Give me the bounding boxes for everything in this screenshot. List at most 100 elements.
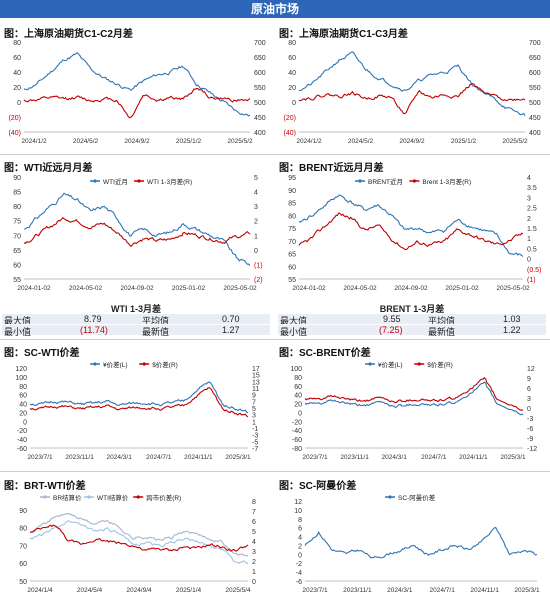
y-tick-label-left: 80 <box>13 204 21 211</box>
series-line-2 <box>298 212 524 251</box>
x-tick-label: 2023/11/1 <box>65 454 94 461</box>
x-tick-label: 2025/1/2 <box>176 138 202 145</box>
y-tick-label-left: 70 <box>19 543 27 550</box>
y-tick-label-right: 5 <box>252 529 256 536</box>
y-tick-label-left: 55 <box>288 277 296 284</box>
y-tick-label-left: 90 <box>13 175 21 182</box>
y-tick-label-right: (0.5) <box>527 267 541 274</box>
y-tick-label-left: 65 <box>288 252 296 259</box>
series-line-1 <box>29 513 249 557</box>
stat-value: 1.22 <box>503 325 521 335</box>
x-tick-label: 2023/11/1 <box>343 587 372 594</box>
x-tick-label: 2024/9/2 <box>124 138 150 145</box>
x-tick-label: 2024/1/2 <box>296 138 322 145</box>
legend-label: WTI结算价 <box>97 493 129 502</box>
y-tick-label-left: -40 <box>17 437 27 444</box>
y-tick-label-right: 4 <box>252 539 256 546</box>
x-tick-label: 2024/9/4 <box>126 587 152 594</box>
y-tick-label-left: 80 <box>288 213 296 220</box>
series-line-3 <box>29 524 249 552</box>
legend-marker <box>87 495 91 499</box>
x-tick-label: 2023/7/1 <box>27 454 53 461</box>
y-tick-label-left: 100 <box>15 375 27 382</box>
y-tick-label-right: 3 <box>252 549 256 556</box>
chart-c6: 100806040200-20-40-60-80129630-3-6-9-122… <box>290 360 537 461</box>
stats-wti: WTI 1-3月差 最大值 8.79 平均值 0.70 最小值 (11.74) … <box>2 302 270 337</box>
stat-value: 1.03 <box>503 314 521 324</box>
x-tick-label: 2024/5/2 <box>348 138 374 145</box>
legend-marker <box>93 362 97 366</box>
y-tick-label-right: (1) <box>254 262 263 269</box>
y-tick-label-left: 70 <box>288 239 296 246</box>
y-tick-label-right: 3 <box>527 396 531 403</box>
y-tick-label-right: -3 <box>252 433 258 440</box>
legend-label: BRENT近月 <box>368 177 403 186</box>
y-tick-label-right: 9 <box>252 393 256 400</box>
x-tick-label: 2024-01-02 <box>292 285 326 292</box>
y-tick-label-right: 4 <box>254 190 258 197</box>
x-tick-label: 2024/7/1 <box>146 454 172 461</box>
y-tick-label-left: 80 <box>288 40 296 47</box>
y-tick-label-left: 0 <box>17 100 21 107</box>
y-tick-label-right: 450 <box>254 115 266 122</box>
legend-marker <box>43 495 47 499</box>
y-tick-label-right: 3 <box>527 195 531 202</box>
y-tick-label-right: 5 <box>254 175 258 182</box>
legend-marker <box>388 495 392 499</box>
y-tick-label-right: 0 <box>254 248 258 255</box>
x-tick-label: 2025/3/1 <box>225 454 251 461</box>
chart-c5: 120100806040200-20-40-601715131197531-1-… <box>15 360 260 461</box>
y-tick-label-right: -6 <box>527 426 533 433</box>
y-tick-label-left: 60 <box>13 55 21 62</box>
y-tick-label-left: 85 <box>288 201 296 208</box>
y-tick-label-left: 65 <box>13 248 21 255</box>
x-tick-label: 2024/5/4 <box>77 587 103 594</box>
y-tick-label-left: -2 <box>296 561 302 568</box>
legend-marker <box>412 179 416 183</box>
series-line-2 <box>29 520 249 565</box>
series-line-1 <box>23 192 251 266</box>
x-tick-label: 2025/1/2 <box>451 138 477 145</box>
x-tick-label: 2024/7/1 <box>421 454 447 461</box>
y-tick-label-left: 40 <box>13 70 21 77</box>
y-tick-label-right: 3.5 <box>527 185 537 192</box>
y-tick-label-right: 1 <box>254 233 258 240</box>
y-tick-label-right: -5 <box>252 439 258 446</box>
y-tick-label-right: 9 <box>527 376 531 383</box>
chart-title-c7: 图：BRT-WTI价差 <box>4 481 86 492</box>
stats-brent: BRENT 1-3月差 最大值 9.55 平均值 1.03 最小值 (7.25)… <box>278 302 546 337</box>
x-tick-label: 2025-05-02 <box>496 285 530 292</box>
y-tick-label-left: 20 <box>19 410 27 417</box>
y-tick-label-left: 40 <box>288 70 296 77</box>
legend-label: WTI近月 <box>103 177 128 186</box>
y-tick-label-left: (20) <box>9 115 21 122</box>
y-tick-label-right: 11 <box>252 386 259 393</box>
legend-label: BR结算价 <box>53 493 82 502</box>
y-tick-label-right: 1 <box>252 419 256 426</box>
y-tick-label-left: 60 <box>19 393 27 400</box>
y-tick-label-right: 1 <box>527 236 531 243</box>
x-tick-label: 2023/7/1 <box>302 454 328 461</box>
stat-label: 最大值 <box>4 316 32 326</box>
chart-c1: 806040200(20)(40)70065060055050045040020… <box>9 40 266 145</box>
y-tick-label-left: 60 <box>13 262 21 269</box>
chart-c4: 95 90 85 80 75 70 65 60 55 4 3.5 3 2.5 2 1.5 1 0.5 0 (0.5)… <box>288 175 541 292</box>
x-tick-label: 2025-01-02 <box>445 285 479 292</box>
y-tick-label-left: 8 <box>298 517 302 524</box>
x-tick-label: 2024/11/1 <box>470 587 499 594</box>
legend-label: $价差(R) <box>152 360 178 369</box>
y-tick-label-left: 60 <box>288 55 296 62</box>
y-tick-label-left: 90 <box>288 188 296 195</box>
stats-title: WTI 1-3月差 <box>110 304 161 314</box>
series-line-2 <box>29 387 249 418</box>
stat-label: 最新值 <box>428 327 456 337</box>
x-tick-label: 2024/1/2 <box>21 138 47 145</box>
y-tick-label-left: 90 <box>19 508 27 515</box>
x-tick-label: 2024/5/2 <box>73 138 99 145</box>
section-banner: 原油市场 <box>0 0 550 18</box>
y-tick-label-right: 500 <box>254 100 266 107</box>
chart-title-c3: 图：WTI近远月月差 <box>4 163 93 174</box>
y-tick-label-right: 5 <box>252 406 256 413</box>
x-tick-label: 2024-01-02 <box>17 285 51 292</box>
y-tick-label-right: 1 <box>252 569 256 576</box>
